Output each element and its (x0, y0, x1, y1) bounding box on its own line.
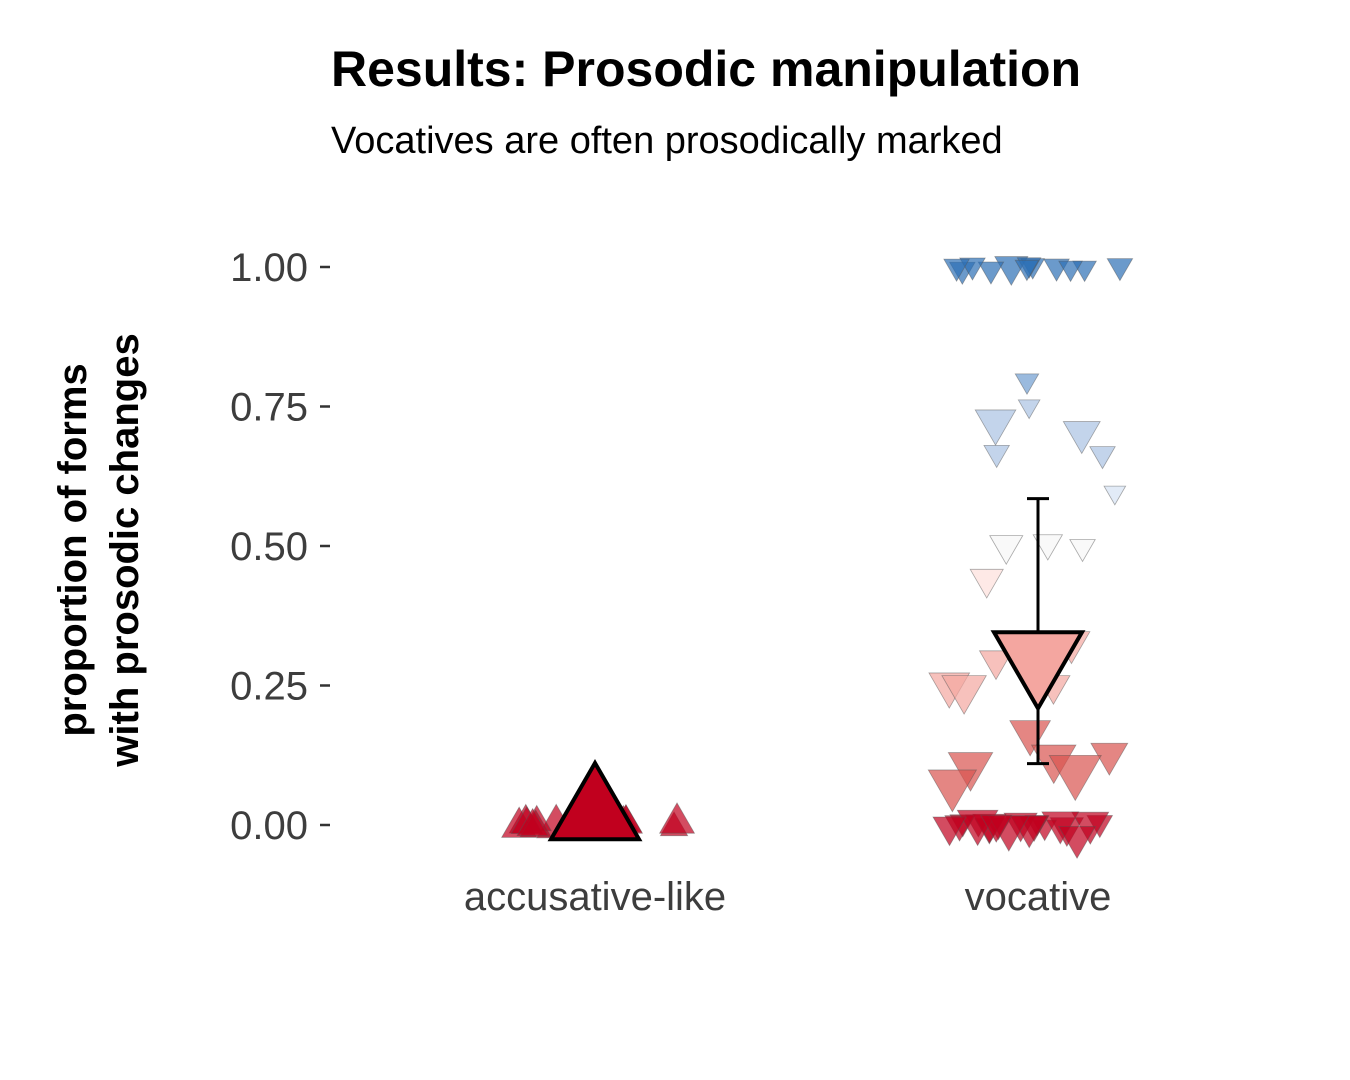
vocative-point (1090, 742, 1129, 776)
vocative-point (1017, 399, 1041, 420)
vocative-point (1032, 534, 1064, 561)
vocative-point (932, 816, 967, 847)
x-tick-label: vocative (965, 875, 1112, 919)
vocative-point (1103, 485, 1127, 506)
vocative-point (977, 261, 1005, 285)
vocative-mean-marker (990, 630, 1086, 713)
vocative-point (1048, 754, 1102, 802)
vocative-point (1014, 259, 1040, 282)
vocative-point (974, 409, 1017, 446)
y-axis-title-line-2: with prosodic changes (103, 333, 147, 767)
accusative-mean-marker (547, 759, 643, 842)
y-axis-title: proportion of forms with prosodic change… (51, 333, 147, 767)
chart-title: Results: Prosodic manipulation (331, 41, 1082, 97)
vocative-point (943, 258, 970, 282)
y-tick-label: 0.75 (230, 386, 308, 430)
vocative-point (1058, 260, 1084, 283)
accusative-point (516, 807, 549, 837)
vocative-point (941, 675, 987, 715)
vocative-point (1069, 539, 1096, 563)
x-tick-label: accusative-like (464, 875, 726, 919)
y-tick-label: 0.25 (230, 665, 308, 709)
vocative-point (1014, 373, 1040, 395)
y-tick-label: 0.50 (230, 525, 308, 569)
vocative-point (1009, 720, 1052, 757)
vocative-point (1089, 446, 1116, 470)
accusative-point (658, 802, 696, 834)
vocative-point (989, 535, 1024, 565)
y-tick-label: 1.00 (230, 246, 308, 290)
x-axis: accusative-like vocative (464, 875, 1112, 919)
vocative-point (1057, 825, 1097, 860)
y-axis: 0.00 0.25 0.50 0.75 1.00 (230, 246, 330, 848)
vocative-point (1062, 421, 1101, 455)
vocative-point (983, 445, 1011, 469)
y-tick-label: 0.00 (230, 804, 308, 848)
vocative-point (969, 568, 1004, 599)
vocative-point (979, 814, 1013, 843)
vocative-point (978, 650, 1014, 681)
chart-subtitle: Vocatives are often prosodically marked (331, 120, 1003, 162)
vocative-point (1106, 258, 1134, 282)
vocative-point (927, 769, 978, 813)
y-axis-title-line-1: proportion of forms (51, 363, 95, 736)
summary-markers (547, 497, 1086, 842)
